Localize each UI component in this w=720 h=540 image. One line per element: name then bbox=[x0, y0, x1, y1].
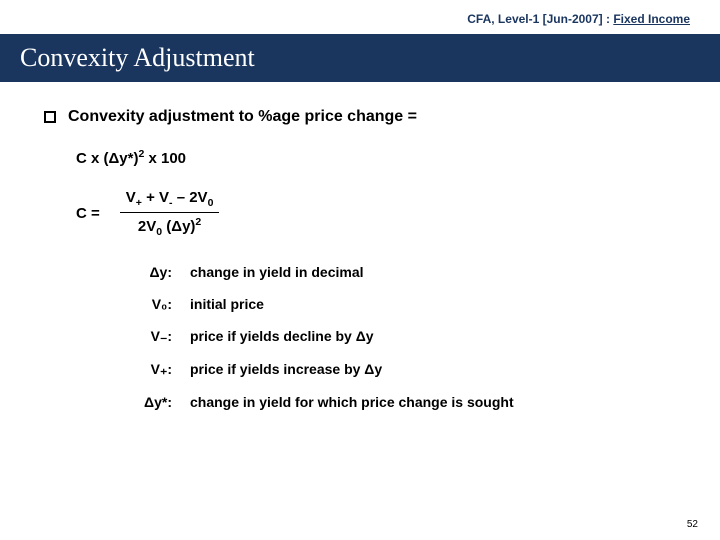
slide-title: Convexity Adjustment bbox=[0, 34, 720, 82]
definitions-list: Δy: change in yield in decimal V₀: initi… bbox=[116, 264, 676, 410]
formula-part: + V bbox=[142, 189, 169, 206]
bullet-box-icon bbox=[44, 111, 56, 123]
def-term: V₀: bbox=[116, 296, 172, 312]
def-desc: initial price bbox=[190, 296, 676, 312]
formula-part: – 2V bbox=[173, 189, 208, 206]
def-term: V₊: bbox=[116, 361, 172, 378]
formula-part: (Δy) bbox=[162, 218, 195, 235]
bullet-item: Convexity adjustment to %age price chang… bbox=[44, 108, 676, 126]
def-desc: price if yields increase by Δy bbox=[190, 361, 676, 378]
formula-part: x 100 bbox=[144, 150, 186, 167]
formula-part: V bbox=[126, 189, 136, 206]
def-row: V₋: price if yields decline by Δy bbox=[116, 328, 676, 345]
formula-part: C x (Δy*) bbox=[76, 150, 138, 167]
def-row: V₊: price if yields increase by Δy bbox=[116, 361, 676, 378]
bullet-text: Convexity adjustment to %age price chang… bbox=[68, 108, 417, 126]
formula-sub: 0 bbox=[208, 197, 214, 209]
def-term: Δy: bbox=[116, 264, 172, 280]
topic-label: Fixed Income bbox=[613, 12, 690, 26]
formula-line-1: C x (Δy*)2 x 100 bbox=[76, 148, 676, 169]
slide-header: CFA, Level-1 [Jun-2007] : Fixed Income bbox=[0, 0, 720, 34]
c-label: C = bbox=[76, 205, 100, 222]
def-row: Δy: change in yield in decimal bbox=[116, 264, 676, 280]
def-term: Δy*: bbox=[116, 394, 172, 410]
page-number: 52 bbox=[687, 519, 698, 530]
formula-exp: 2 bbox=[195, 216, 201, 228]
def-row: V₀: initial price bbox=[116, 296, 676, 312]
def-desc: change in yield in decimal bbox=[190, 264, 676, 280]
formula-c-equals: C = V+ + V- – 2V0 2V0 (Δy)2 bbox=[76, 189, 676, 238]
fraction: V+ + V- – 2V0 2V0 (Δy)2 bbox=[120, 189, 220, 238]
def-row: Δy*: change in yield for which price cha… bbox=[116, 394, 676, 410]
def-desc: price if yields decline by Δy bbox=[190, 328, 676, 345]
formula-part: 2V bbox=[138, 218, 156, 235]
course-label: CFA, Level-1 [Jun-2007] : bbox=[467, 12, 613, 26]
def-term: V₋: bbox=[116, 328, 172, 345]
def-desc: change in yield for which price change i… bbox=[190, 394, 676, 410]
content-area: Convexity adjustment to %age price chang… bbox=[0, 82, 720, 410]
numerator: V+ + V- – 2V0 bbox=[120, 189, 220, 213]
formula-block: C x (Δy*)2 x 100 C = V+ + V- – 2V0 2V0 (… bbox=[76, 148, 676, 410]
denominator: 2V0 (Δy)2 bbox=[132, 213, 207, 238]
